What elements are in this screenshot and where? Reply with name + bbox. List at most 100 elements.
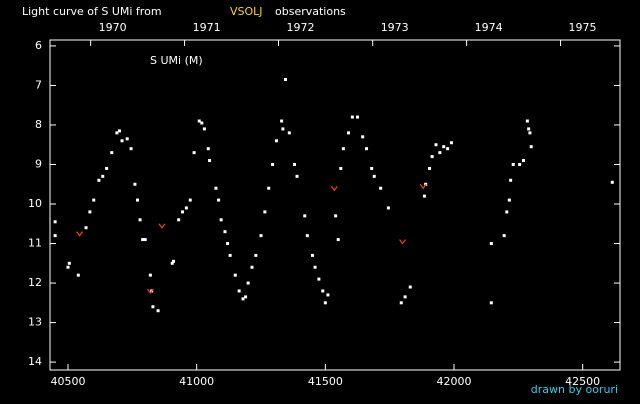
data-point [188, 198, 192, 202]
data-point [67, 261, 71, 265]
data-point [133, 182, 137, 186]
annotation: S UMi (M) [150, 54, 203, 67]
data-point [372, 174, 376, 178]
data-point [101, 174, 105, 178]
data-point [156, 309, 160, 313]
data-point [326, 293, 330, 297]
data-point [200, 121, 204, 125]
data-point [148, 273, 152, 277]
data-point [172, 259, 176, 263]
data-point [281, 127, 285, 131]
chart-title-highlight: VSOLJ [230, 5, 263, 18]
data-point [422, 194, 426, 198]
data-point [521, 159, 525, 163]
data-point [430, 155, 434, 159]
data-point [610, 180, 614, 184]
data-point [259, 234, 263, 238]
data-point [280, 119, 284, 123]
data-point [202, 127, 206, 131]
data-point [399, 301, 403, 305]
chart-title-suffix: observations [275, 5, 346, 18]
data-point [336, 238, 340, 242]
data-point [274, 139, 278, 143]
data-point [233, 273, 237, 277]
data-point [341, 147, 345, 151]
y-tick-label: 7 [35, 78, 42, 91]
data-point [141, 238, 145, 242]
data-point [170, 261, 174, 265]
data-point [237, 289, 241, 293]
data-point [434, 143, 438, 147]
data-point [428, 166, 432, 170]
data-point [528, 131, 532, 135]
data-point [518, 162, 522, 166]
data-point [223, 230, 227, 234]
data-point [135, 198, 139, 202]
x2-tick-label: 1973 [381, 21, 409, 34]
y-tick-label: 13 [28, 316, 42, 329]
data-point [305, 234, 309, 238]
chart-title: Light curve of S UMi from [22, 5, 162, 18]
data-point [267, 186, 271, 190]
data-point [525, 119, 529, 123]
y-tick-label: 9 [35, 157, 42, 170]
data-point [66, 265, 70, 269]
data-point [323, 301, 327, 305]
upper-limit-mark [330, 185, 338, 192]
data-point [129, 147, 133, 151]
plot-frame [49, 39, 621, 371]
data-point [303, 214, 307, 218]
x-tick-label: 41500 [308, 375, 343, 388]
data-point [408, 285, 412, 289]
data-point [120, 139, 124, 143]
credit: drawn by ooruri [531, 383, 618, 396]
x-tick-label: 42000 [437, 375, 472, 388]
data-point [379, 186, 383, 190]
upper-limit-mark [76, 231, 84, 237]
data-point [529, 145, 533, 149]
data-point [292, 162, 296, 166]
data-point [403, 295, 407, 299]
data-point [219, 218, 223, 222]
data-point [310, 253, 314, 257]
data-point [143, 238, 147, 242]
data-point [246, 281, 250, 285]
y-tick-label: 14 [28, 355, 42, 368]
data-point [88, 210, 92, 214]
data-point [181, 210, 185, 214]
data-point [511, 162, 515, 166]
data-point [361, 135, 365, 139]
data-point [208, 159, 212, 163]
data-point [339, 166, 343, 170]
data-point [502, 234, 506, 238]
data-point [350, 115, 354, 119]
data-point [489, 242, 493, 246]
y-tick-label: 6 [35, 39, 42, 52]
data-point [125, 137, 129, 141]
data-point [214, 186, 218, 190]
data-point [365, 147, 369, 151]
data-point [184, 206, 188, 210]
data-point [206, 147, 210, 151]
data-point [217, 198, 221, 202]
data-point [53, 234, 57, 238]
data-point [226, 242, 230, 246]
upper-limit-mark [158, 223, 166, 229]
data-point [53, 220, 57, 224]
upper-limit-mark [399, 239, 407, 245]
data-point [115, 131, 119, 135]
x2-tick-label: 1974 [475, 21, 503, 34]
data-point [250, 265, 254, 269]
y-tick-label: 10 [28, 197, 42, 210]
data-point [283, 78, 287, 82]
data-point [76, 273, 80, 277]
data-point [334, 214, 338, 218]
data-point [438, 151, 442, 155]
x-tick-label: 42500 [565, 375, 600, 388]
x-tick-label: 40500 [51, 375, 86, 388]
data-point [84, 226, 88, 230]
data-point [254, 253, 258, 257]
data-point [151, 305, 155, 309]
data-point [110, 151, 114, 155]
